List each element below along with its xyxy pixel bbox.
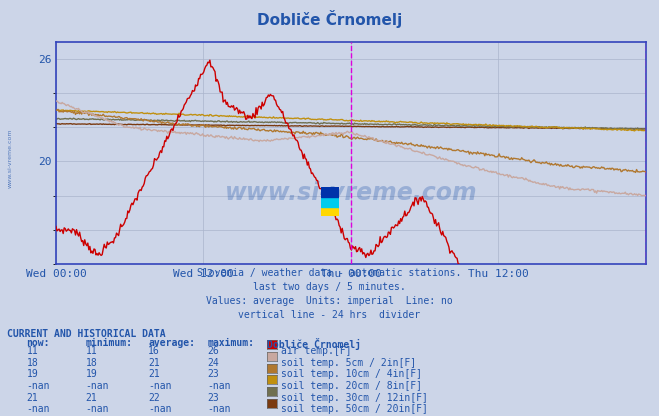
Text: 19: 19: [26, 369, 38, 379]
Text: Dobliče Črnomelj: Dobliče Črnomelj: [257, 10, 402, 28]
Text: 23: 23: [208, 369, 219, 379]
Text: air temp.[F]: air temp.[F]: [281, 346, 352, 356]
Text: soil temp. 10cm / 4in[F]: soil temp. 10cm / 4in[F]: [281, 369, 422, 379]
Text: soil temp. 20cm / 8in[F]: soil temp. 20cm / 8in[F]: [281, 381, 422, 391]
Text: 21: 21: [86, 393, 98, 403]
Text: www.si-vreme.com: www.si-vreme.com: [225, 181, 477, 205]
Text: 19: 19: [86, 369, 98, 379]
Text: soil temp. 50cm / 20in[F]: soil temp. 50cm / 20in[F]: [281, 404, 428, 414]
Text: -nan: -nan: [26, 404, 50, 414]
Text: 26: 26: [208, 346, 219, 356]
Text: average:: average:: [148, 338, 195, 348]
Text: 22: 22: [148, 393, 160, 403]
Text: Dobliče Črnomelj: Dobliče Črnomelj: [267, 338, 361, 350]
Text: 18: 18: [26, 358, 38, 368]
Text: -nan: -nan: [148, 381, 172, 391]
Text: 11: 11: [86, 346, 98, 356]
Bar: [321, 187, 339, 197]
Text: CURRENT AND HISTORICAL DATA: CURRENT AND HISTORICAL DATA: [7, 329, 165, 339]
Text: soil temp. 30cm / 12in[F]: soil temp. 30cm / 12in[F]: [281, 393, 428, 403]
Text: 23: 23: [208, 393, 219, 403]
Text: 11: 11: [26, 346, 38, 356]
Text: now:: now:: [26, 338, 50, 348]
Bar: [321, 207, 339, 216]
Text: -nan: -nan: [208, 381, 231, 391]
Text: -nan: -nan: [86, 381, 109, 391]
Text: -nan: -nan: [208, 404, 231, 414]
Text: Slovenia / weather data - automatic stations.
last two days / 5 minutes.
Values:: Slovenia / weather data - automatic stat…: [197, 268, 462, 320]
Text: -nan: -nan: [26, 381, 50, 391]
Text: maximum:: maximum:: [208, 338, 254, 348]
Text: 21: 21: [148, 358, 160, 368]
Text: 24: 24: [208, 358, 219, 368]
Text: 21: 21: [26, 393, 38, 403]
Text: -nan: -nan: [86, 404, 109, 414]
Text: soil temp. 5cm / 2in[F]: soil temp. 5cm / 2in[F]: [281, 358, 416, 368]
Text: minimum:: minimum:: [86, 338, 132, 348]
Text: 21: 21: [148, 369, 160, 379]
Text: 16: 16: [148, 346, 160, 356]
Text: -nan: -nan: [148, 404, 172, 414]
Text: www.si-vreme.com: www.si-vreme.com: [8, 128, 13, 188]
Text: 18: 18: [86, 358, 98, 368]
Bar: [321, 197, 339, 207]
